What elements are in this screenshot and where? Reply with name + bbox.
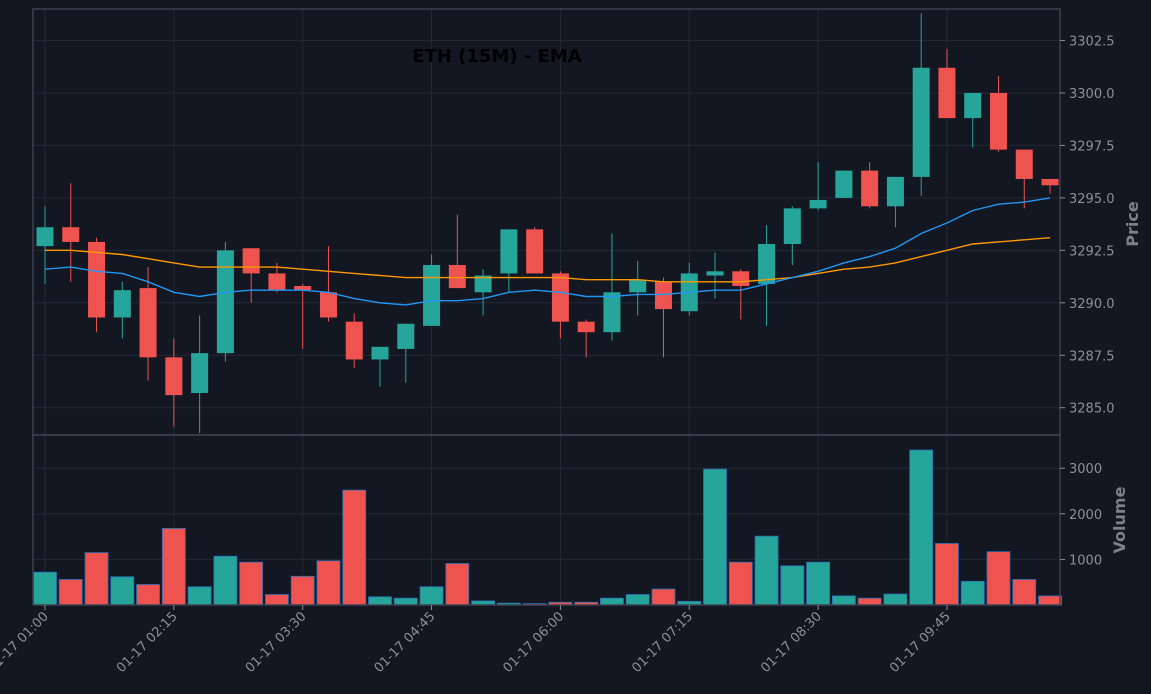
volume-bar [110,576,135,606]
candle-up [629,279,647,293]
volume-bar [831,595,856,606]
candle-up [36,227,54,247]
price-tick-label: 3287.5 [1069,349,1115,364]
candle-down [1041,178,1059,186]
candle-down [938,67,956,119]
volume-bar [960,580,985,606]
volume-bar [445,563,470,606]
price-tick-label: 3292.5 [1069,244,1115,259]
price-tick-label: 3285.0 [1069,402,1115,417]
candle-up [371,346,389,360]
candle-down [319,292,337,318]
volume-tick-label: 3000 [1069,462,1102,477]
volume-bar [728,561,753,606]
volume-bar [316,560,341,606]
volume-bar [58,579,83,606]
candle-down [551,273,569,322]
candle-up [191,353,209,394]
candle-down [526,229,544,274]
candle-down [268,273,286,291]
volume-axis-title: Volume [1110,486,1129,553]
candle-up [964,92,982,119]
candle-up [783,208,801,245]
candle-down [345,321,363,360]
volume-bar [213,555,238,606]
candle-down [294,286,312,291]
candle-up [912,67,930,177]
volume-bar [600,597,624,606]
candle-down [242,248,260,274]
volume-bar [780,565,805,606]
volume-bar [935,543,959,606]
candle-up [603,292,621,333]
price-axis-title: Price [1123,201,1142,247]
volume-bar [625,594,650,606]
volume-bar [1038,595,1062,606]
volume-bar [806,561,830,606]
candle-up [474,275,492,293]
price-tick-label: 3297.5 [1069,139,1115,154]
price-axis: 3285.0 3287.5 3290.0 3292.5 3295.0 3297.5 3300… [1060,34,1115,417]
ema-lines [44,197,1051,306]
price-tick-label: 3302.5 [1069,34,1115,49]
volume-bar [290,575,315,606]
candle-down [1015,149,1033,179]
volume-panel-frame [32,434,1061,606]
candle-down [139,288,157,358]
candle-down [577,321,595,333]
volume-axis: 1000 2000 3000 [1060,462,1102,568]
volume-bar [342,489,367,606]
volume-bar [239,561,264,606]
volume-bar [393,597,418,606]
candle-down [654,281,672,310]
candlesticks [36,13,1059,433]
volume-bar [703,468,727,606]
candle-down [732,271,750,287]
candle-up [809,199,827,209]
volume-bar [986,551,1011,606]
volume-bar [857,597,882,606]
price-grid [33,9,1060,435]
candle-down [989,92,1007,150]
volume-bar [754,535,779,606]
candle-up [500,229,518,274]
candle-up [423,265,441,326]
volume-bar [883,593,908,606]
chart-title: ETH (15M) - EMA [412,46,582,67]
ema-fast-line [44,197,1051,306]
candle-down [88,241,106,318]
candle-down [62,227,80,242]
price-tick-label: 3290.0 [1069,297,1115,312]
volume-bar [84,552,109,606]
volume-bar [136,584,160,606]
candle-down [165,357,183,396]
price-tick-label: 3295.0 [1069,192,1115,207]
candle-up [835,170,853,198]
volume-tick-label: 1000 [1069,553,1102,568]
volume-bar [419,586,444,606]
candle-up [397,323,415,349]
candle-down [448,265,466,289]
price-tick-label: 3300.0 [1069,87,1115,102]
candle-down [861,170,879,207]
volume-bar [265,594,289,606]
ema-slow-line [45,237,1051,283]
candle-up [216,250,234,354]
volume-bar [187,586,212,606]
volume-tick-label: 2000 [1069,508,1102,523]
volume-bar [909,449,934,606]
volume-bar [33,571,57,606]
candle-up [758,244,776,284]
candle-up [706,271,724,276]
volume-bar [368,596,392,606]
candle-up [886,176,904,207]
volume-bar [1012,579,1037,606]
volume-bar [651,588,676,606]
candle-up [113,290,131,318]
volume-bar [161,528,186,606]
